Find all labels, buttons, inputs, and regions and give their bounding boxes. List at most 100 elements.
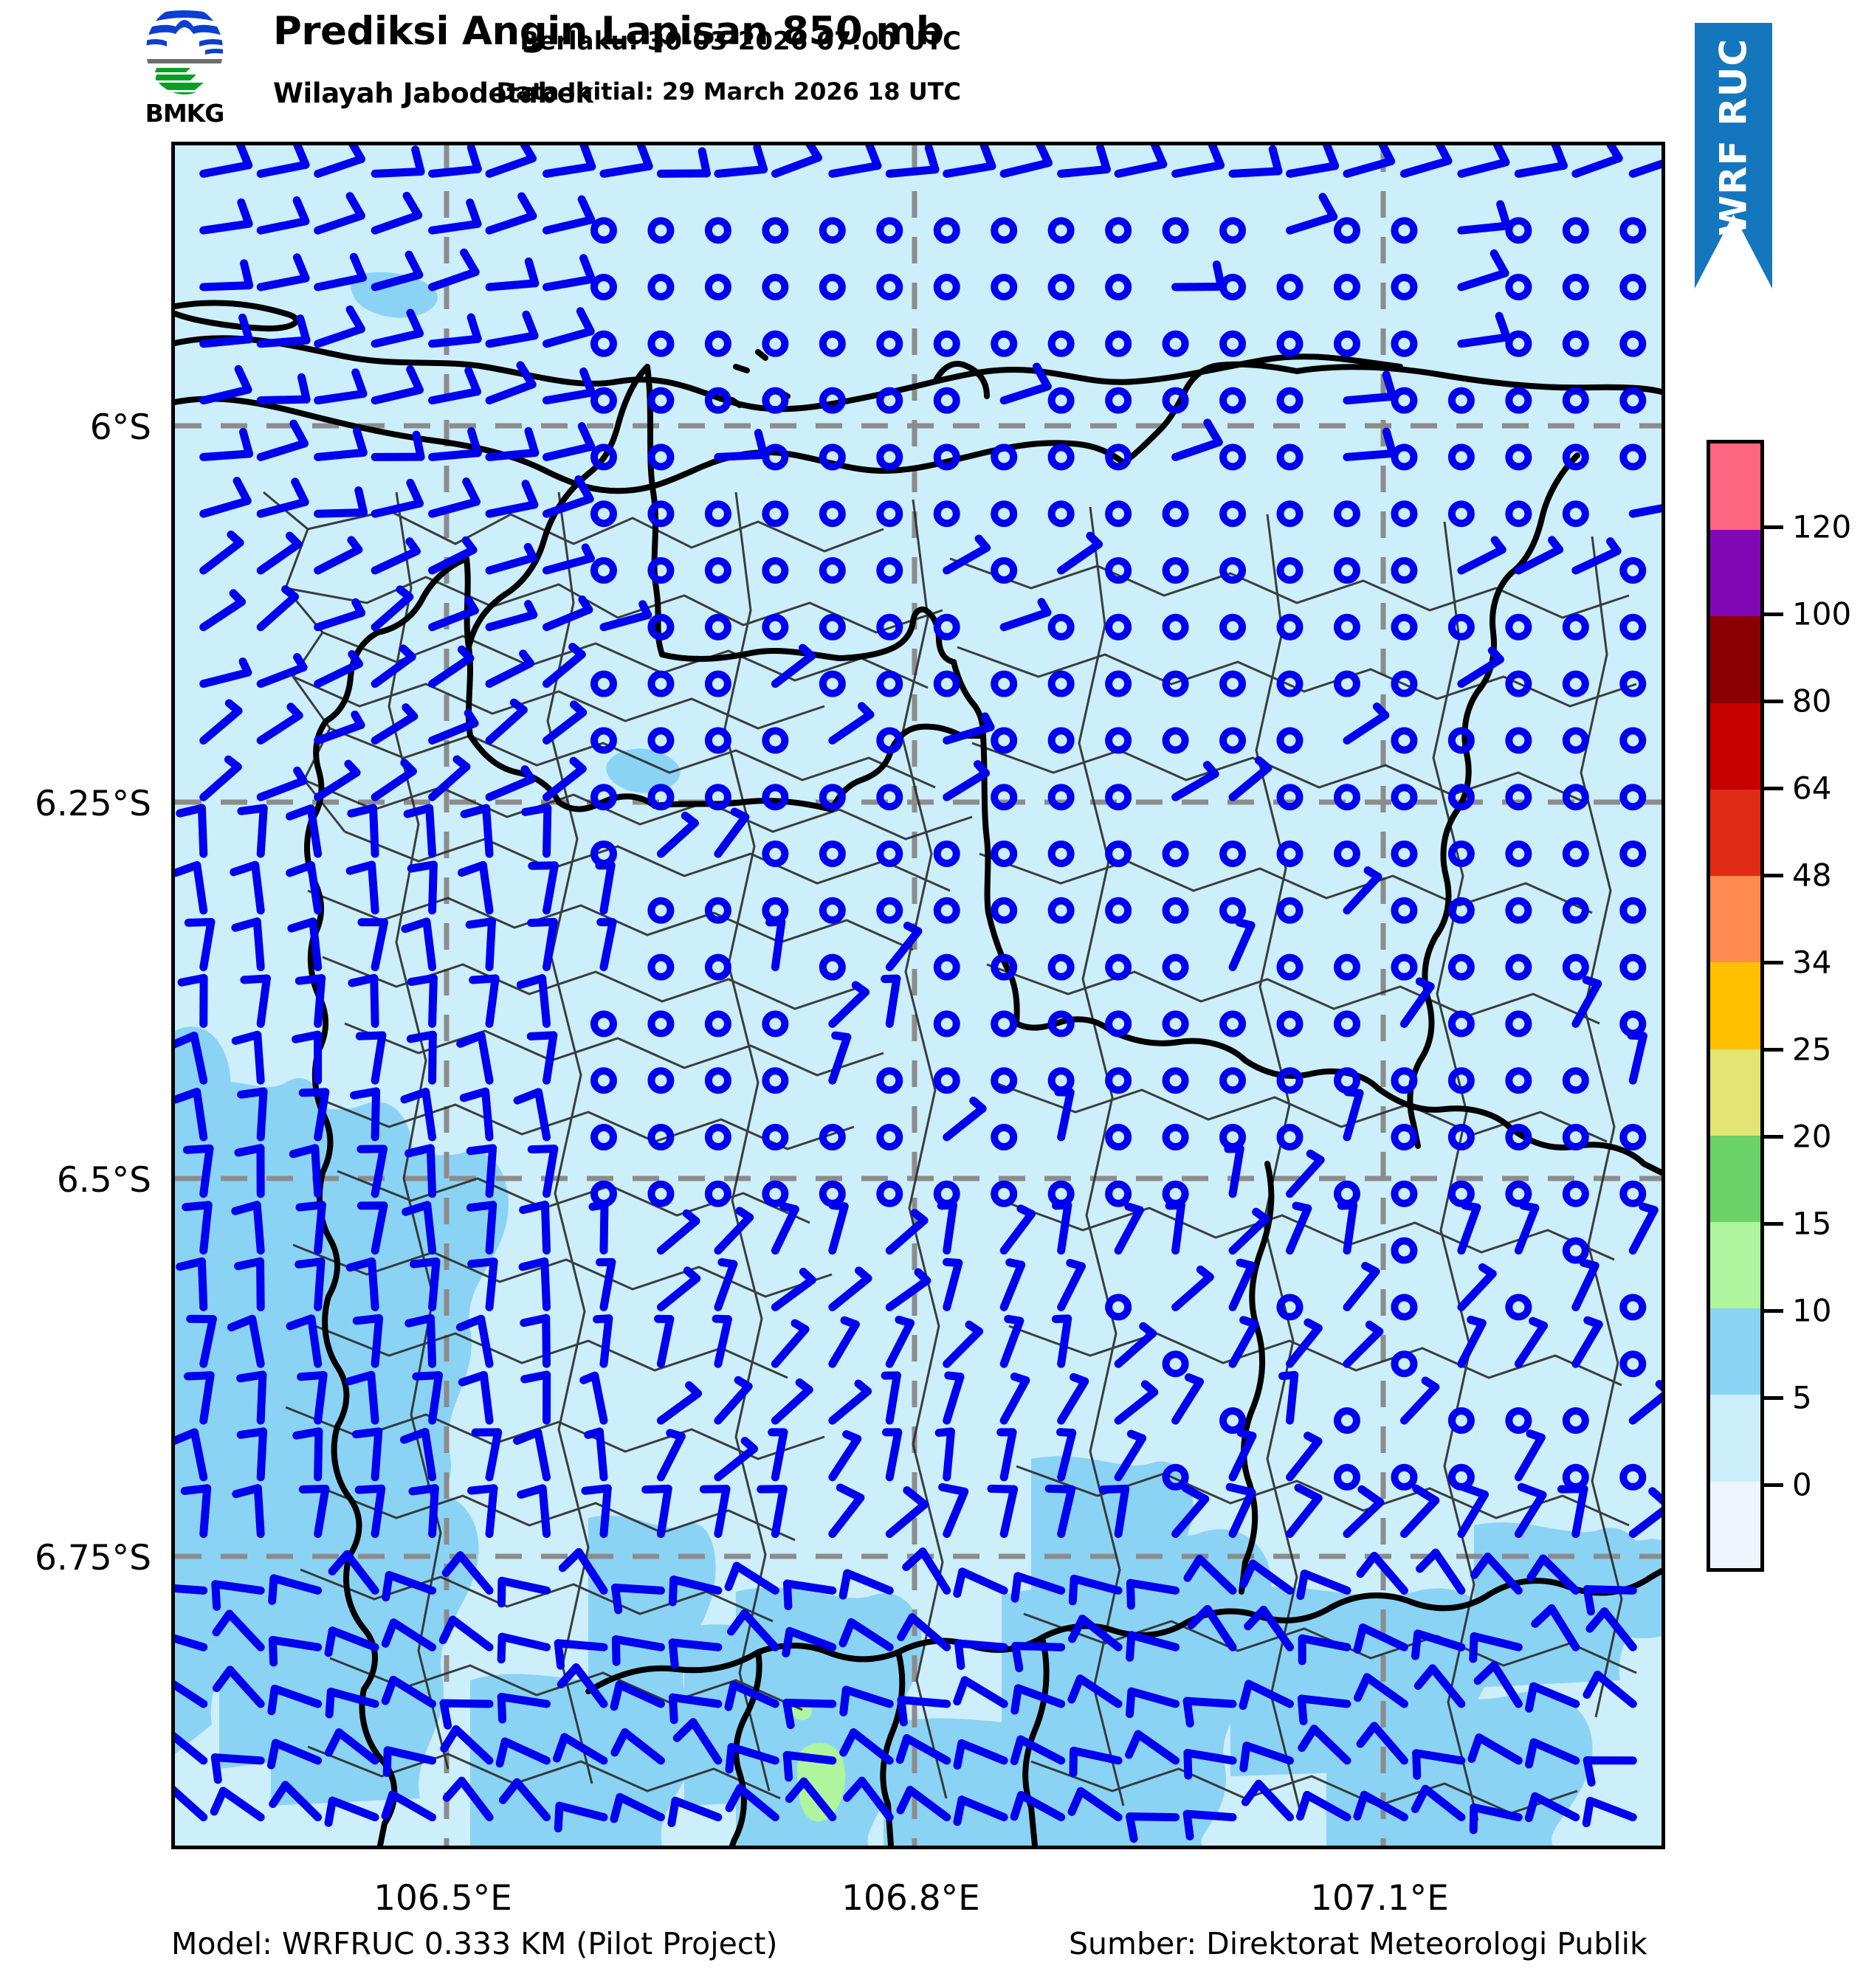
calm-wind-symbol (1105, 1067, 1132, 1094)
calm-wind-symbol (1105, 387, 1132, 414)
forecast-map[interactable] (171, 142, 1665, 1849)
calm-wind-symbol (704, 727, 731, 754)
colorbar-tick (1764, 1309, 1783, 1313)
wind-barb (371, 537, 421, 575)
wind-barb (1469, 1632, 1523, 1663)
calm-wind-symbol (991, 1010, 1018, 1038)
wind-barb (267, 1684, 323, 1716)
wind-barb (1557, 1485, 1588, 1539)
calm-wind-symbol (1333, 1407, 1360, 1434)
calm-wind-symbol (1276, 330, 1304, 357)
wind-barb (256, 373, 311, 405)
wind-barb (785, 1777, 837, 1822)
calm-wind-symbol (991, 217, 1018, 244)
wind-barb (177, 973, 208, 1028)
calm-wind-symbol (933, 500, 960, 528)
wind-barb (885, 1268, 932, 1311)
wind-barb (485, 765, 536, 801)
calm-wind-symbol (819, 953, 846, 981)
wind-barb (1343, 1088, 1364, 1142)
wind-barb (199, 427, 254, 461)
wind-barb (404, 1314, 437, 1368)
calm-wind-symbol (876, 670, 903, 697)
wind-barb (314, 536, 363, 575)
calm-wind-symbol (762, 727, 789, 754)
wind-barb (596, 1257, 616, 1311)
wind-barb (943, 760, 991, 801)
wind-barb (828, 1266, 872, 1311)
wind-barb (1628, 501, 1661, 518)
calm-wind-symbol (1391, 784, 1418, 811)
wind-barb (456, 1031, 494, 1085)
calm-wind-symbol (647, 274, 675, 300)
colorbar-tick (1764, 612, 1783, 616)
calm-wind-symbol (1447, 443, 1475, 471)
calm-wind-symbol (1162, 1350, 1189, 1378)
wind-barb (457, 860, 494, 915)
wind-barb (656, 1266, 701, 1311)
calm-wind-symbol (1562, 217, 1589, 244)
calm-wind-symbol (1619, 670, 1647, 697)
colorbar-tick (1764, 525, 1783, 529)
wind-barb (595, 861, 616, 915)
calm-wind-symbol (933, 217, 960, 244)
calm-wind-symbol (991, 274, 1018, 300)
wind-barb (579, 1371, 608, 1425)
calm-wind-symbol (1219, 330, 1247, 357)
wind-barb (656, 1209, 700, 1255)
wind-barb (184, 917, 216, 972)
wind-barb (471, 1428, 503, 1482)
calm-wind-symbol (1276, 841, 1304, 867)
wind-barb (286, 860, 323, 915)
calm-wind-symbol (1105, 557, 1132, 584)
wind-barb (314, 305, 365, 348)
calm-wind-symbol (1505, 1124, 1532, 1150)
wind-barb (1343, 1261, 1380, 1311)
wind-barb (176, 1257, 208, 1311)
wind-barb (256, 314, 311, 348)
wind-barb (237, 1087, 268, 1142)
wind-barb (256, 477, 309, 518)
wind-barb (1114, 1322, 1157, 1368)
wind-barb (442, 1776, 494, 1822)
wind-barb (543, 145, 596, 178)
wind-barb (355, 1031, 387, 1085)
calm-wind-symbol (647, 784, 675, 811)
wind-barb (999, 1314, 1025, 1368)
wind-barb (1171, 761, 1219, 801)
wind-barb (543, 475, 594, 518)
calm-wind-symbol (933, 953, 960, 981)
calm-wind-symbol (762, 1180, 789, 1207)
calm-wind-symbol (1105, 217, 1132, 244)
wind-barb (895, 1734, 951, 1765)
wind-barb (234, 1257, 265, 1311)
calm-wind-symbol (876, 443, 903, 471)
wind-barb (1114, 1380, 1159, 1425)
wind-barb (1628, 1202, 1659, 1255)
wind-barb (938, 1483, 969, 1539)
wind-barb (314, 650, 363, 688)
calm-wind-symbol (1105, 1124, 1132, 1150)
wind-barb (712, 1314, 732, 1368)
wind-barb (1353, 1673, 1408, 1708)
wind-barb (497, 1693, 551, 1724)
calm-wind-symbol (1391, 613, 1418, 641)
calm-wind-symbol (590, 274, 617, 300)
calm-wind-symbol (762, 387, 789, 414)
wind-barb (1531, 1604, 1580, 1652)
wind-barb (611, 1584, 665, 1615)
wind-barb (357, 918, 389, 972)
wind-barb (593, 1314, 613, 1368)
lat-tick-675S: 6.75°S (35, 1538, 151, 1578)
calm-wind-symbol (704, 953, 731, 981)
wind-barb (1126, 1812, 1180, 1843)
calm-wind-symbol (1505, 1180, 1532, 1207)
wind-barb (314, 486, 368, 518)
wind-barb (1239, 1559, 1294, 1595)
colorbar-tick-label: 34 (1792, 944, 1832, 981)
calm-wind-symbol (991, 1180, 1018, 1207)
wind-barb (236, 1370, 267, 1425)
bmkg-logo: BMKG (142, 4, 227, 130)
calm-wind-symbol (704, 670, 731, 697)
wind-barb (467, 1484, 498, 1539)
